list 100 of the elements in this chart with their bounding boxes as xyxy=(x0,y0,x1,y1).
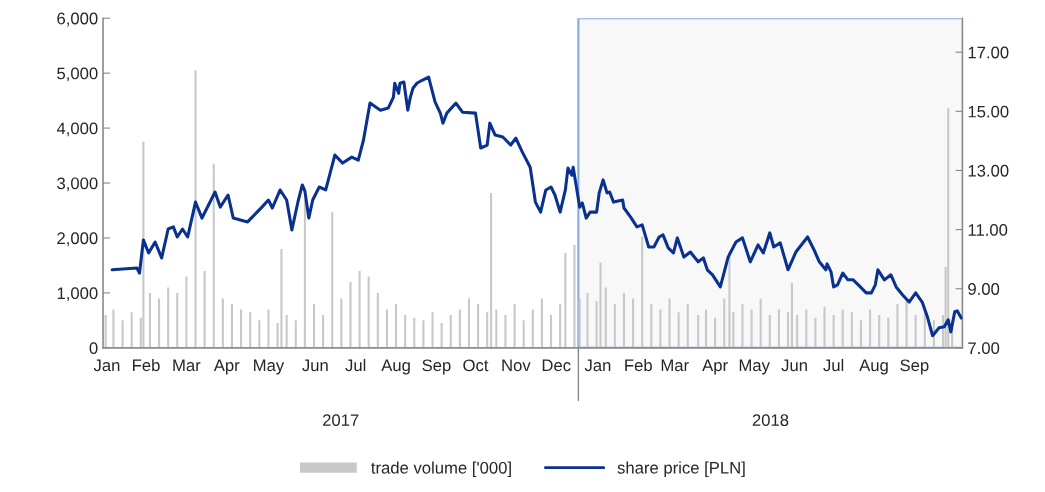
bar xyxy=(564,252,567,348)
bar xyxy=(194,70,197,348)
bar xyxy=(832,314,835,348)
bar xyxy=(668,298,671,348)
bar xyxy=(467,298,471,348)
y-tick-label: 1,000 xyxy=(57,287,98,302)
bar xyxy=(741,303,744,348)
y-tick-label: 5,000 xyxy=(57,67,98,82)
bar xyxy=(796,314,799,348)
text: 2018 xyxy=(752,414,789,427)
x-tick-label: Sep xyxy=(422,359,451,375)
bar xyxy=(841,309,844,348)
bar xyxy=(303,199,306,348)
bar xyxy=(599,262,602,348)
x-tick-label: Feb xyxy=(625,358,652,372)
bar xyxy=(704,309,708,348)
bar xyxy=(395,303,398,348)
y2-tick-label: 11.00 xyxy=(968,223,1008,236)
x-tick-label: Mar xyxy=(661,359,689,372)
bar xyxy=(859,320,863,348)
bar xyxy=(697,314,700,348)
y-tick-label: 3,000 xyxy=(57,177,98,192)
line-series xyxy=(110,75,963,338)
bar xyxy=(240,309,243,348)
bar xyxy=(176,292,179,348)
bar xyxy=(331,212,334,348)
bar xyxy=(212,163,215,348)
bar xyxy=(258,320,261,348)
bar xyxy=(422,320,425,348)
bar xyxy=(586,292,589,348)
bar xyxy=(531,309,534,348)
bar xyxy=(440,323,443,348)
y-tick-label: 2,000 xyxy=(57,232,98,247)
bar xyxy=(559,303,562,348)
bar xyxy=(787,312,790,348)
bar xyxy=(477,303,480,348)
bar xyxy=(714,317,717,348)
bar xyxy=(659,309,662,348)
bar xyxy=(850,312,853,348)
x-tick-label: Jan xyxy=(584,359,611,372)
bar xyxy=(650,303,653,348)
y-tick-label: 6,000 xyxy=(57,12,98,27)
x-tick-label: Feb xyxy=(133,358,160,372)
x-tick-label: Jul xyxy=(823,358,844,372)
bar xyxy=(677,312,680,348)
x-tick-label: Nov xyxy=(502,359,531,372)
bar xyxy=(869,309,872,348)
y2-tick-label: 9.00 xyxy=(968,283,1000,295)
x-tick-label: May xyxy=(254,359,285,375)
bar xyxy=(823,306,826,348)
bar xyxy=(358,270,361,348)
bar xyxy=(777,309,780,348)
bar xyxy=(549,314,553,348)
y-tick-label: 0 xyxy=(89,342,98,355)
bar xyxy=(167,287,170,348)
bar xyxy=(887,317,890,348)
x-tick-label: Jan xyxy=(93,359,120,372)
bar xyxy=(130,312,133,348)
y2-tick-label: 17.00 xyxy=(968,46,1009,59)
bar xyxy=(148,292,151,348)
bar xyxy=(285,314,288,348)
legend-label: share price [PLN] xyxy=(617,461,745,477)
bar xyxy=(914,314,917,348)
x-tick-label: Sep xyxy=(900,359,929,375)
x-tick-label: Mar xyxy=(173,359,201,372)
y2-tick-label: 13.00 xyxy=(968,164,1009,177)
bar xyxy=(495,309,498,348)
bar xyxy=(896,303,899,348)
y2-tick-label: 15.00 xyxy=(968,105,1009,118)
bar xyxy=(504,314,507,348)
bar xyxy=(604,287,607,348)
bar xyxy=(349,281,352,348)
bar xyxy=(622,292,625,348)
bar xyxy=(759,298,762,348)
x-tick-label: Jul xyxy=(345,358,366,372)
bar xyxy=(267,309,270,348)
bar xyxy=(578,298,581,348)
bar xyxy=(490,192,493,348)
bar xyxy=(157,298,161,348)
bar xyxy=(376,292,379,348)
x-tick-label: Jun xyxy=(302,359,328,372)
x-tick-label: Apr xyxy=(702,359,728,375)
x-tick-label: Jun xyxy=(781,359,807,372)
bar xyxy=(104,314,107,348)
bar xyxy=(573,245,576,348)
bar xyxy=(185,276,188,348)
bar xyxy=(294,320,297,348)
x-tick-label: Aug xyxy=(381,359,410,375)
x-tick-label: May xyxy=(739,359,770,375)
bar xyxy=(723,298,726,348)
x-tick-label: Apr xyxy=(213,359,240,375)
legend-label: trade volume ['000] xyxy=(371,461,511,477)
bar xyxy=(805,309,808,348)
bar xyxy=(312,303,316,348)
bar xyxy=(121,320,124,348)
x-tick-label: Aug xyxy=(859,359,888,375)
bar xyxy=(413,317,416,348)
y-tick-label: 4,000 xyxy=(56,122,98,137)
bar xyxy=(768,314,771,348)
bar xyxy=(367,276,370,348)
